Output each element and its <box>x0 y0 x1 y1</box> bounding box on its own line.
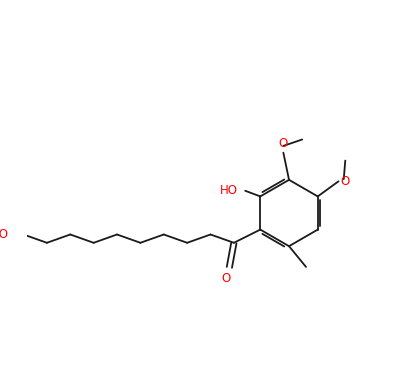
Text: HO: HO <box>0 228 8 241</box>
Text: O: O <box>339 175 349 188</box>
Text: O: O <box>221 272 230 285</box>
Text: HO: HO <box>219 184 237 197</box>
Text: O: O <box>278 137 287 150</box>
